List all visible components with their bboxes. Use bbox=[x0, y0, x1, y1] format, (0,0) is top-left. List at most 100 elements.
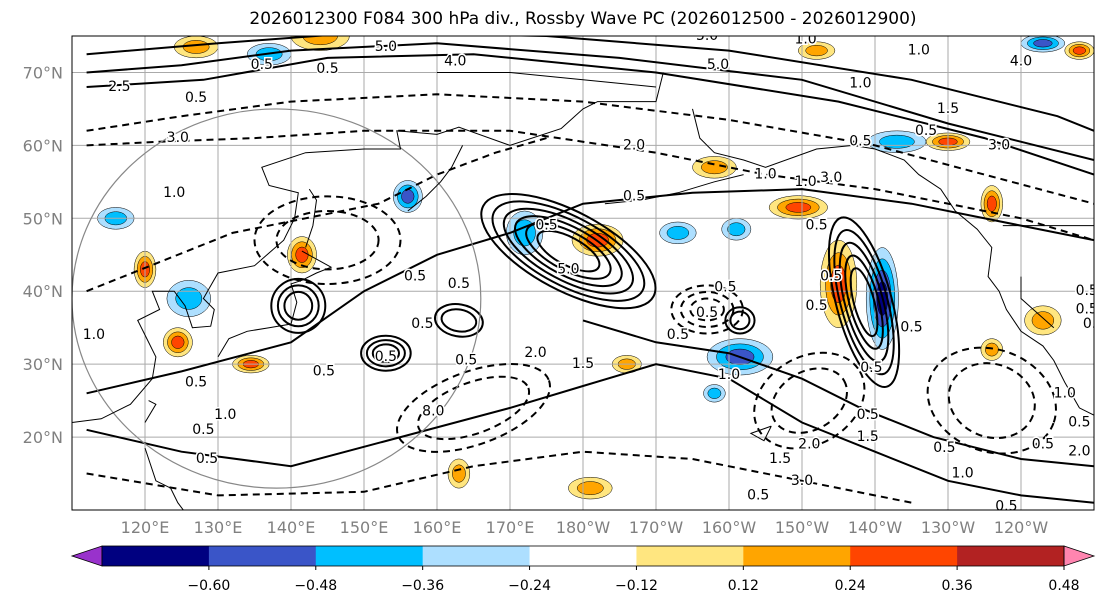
contour-label: 1.5 bbox=[937, 101, 959, 117]
positive-contour bbox=[513, 215, 623, 288]
contour-label: 0.5 bbox=[192, 422, 214, 438]
colorbar-segment bbox=[957, 546, 1065, 566]
contour-label: 0.5 bbox=[251, 57, 273, 73]
positive-contour bbox=[86, 53, 1094, 176]
coastline bbox=[749, 425, 772, 442]
contour-label: 2.0 bbox=[623, 137, 645, 153]
lon-tick-label: 170°E bbox=[486, 518, 535, 537]
shaded-patch bbox=[163, 327, 193, 358]
colorbar-segment bbox=[315, 546, 424, 566]
shaded-patch bbox=[287, 236, 317, 274]
contour-label: 2.0 bbox=[524, 345, 546, 361]
contour-label: 0.5 bbox=[411, 316, 433, 332]
contour-label: 1.0 bbox=[1054, 385, 1076, 401]
colorbar-segment bbox=[636, 546, 744, 566]
shaded-patch bbox=[659, 221, 697, 245]
colorbar-tick-label: 0.12 bbox=[728, 578, 759, 594]
contour-label: 1.0 bbox=[951, 466, 973, 482]
contour-label: 0.5 bbox=[805, 218, 827, 234]
shaded-patch bbox=[980, 185, 1003, 223]
contour-label: 5.0 bbox=[696, 28, 718, 44]
shaded-level bbox=[1033, 39, 1053, 48]
positive-contour bbox=[536, 229, 601, 273]
shaded-level bbox=[576, 481, 604, 495]
shaded-level bbox=[452, 464, 466, 483]
lon-tick-label: 180°W bbox=[556, 518, 611, 537]
positive-contour bbox=[371, 343, 400, 364]
positive-contour bbox=[502, 207, 634, 295]
positive-contour bbox=[838, 241, 890, 363]
contour-label: 1.0 bbox=[754, 167, 776, 183]
map-area: 3.01.05.04.00.5 0.50.52.51.00.50.50.51.00… bbox=[71, 28, 1098, 514]
negative-contour bbox=[275, 209, 380, 271]
positive-contour bbox=[729, 310, 751, 331]
negative-contour bbox=[770, 367, 848, 434]
contour-label: 5.0 bbox=[557, 261, 579, 277]
colorbar-tick-label: 0.24 bbox=[835, 578, 866, 594]
positive-contour bbox=[365, 339, 406, 368]
positive-contour bbox=[724, 306, 756, 335]
contour-label: 0.5 bbox=[316, 61, 338, 77]
contour-label: 0.5 bbox=[185, 374, 207, 390]
lon-tick-label: 170°W bbox=[629, 518, 684, 537]
shaded-patch bbox=[1024, 305, 1062, 336]
longitude-tick-labels: 120°E 130°E 140°E 150°E 160°E 170°E 180°W 170°W… bbox=[121, 518, 1049, 537]
positive-contour bbox=[86, 36, 1094, 132]
negative-contour bbox=[396, 362, 551, 453]
shaded-patch bbox=[1064, 41, 1094, 60]
contour-label: 1.0 bbox=[163, 185, 185, 201]
shaded-level bbox=[401, 189, 415, 204]
shaded-level bbox=[879, 134, 915, 149]
positive-contour bbox=[86, 363, 1094, 504]
lon-tick-label: 130°W bbox=[921, 518, 976, 537]
shaded-level bbox=[785, 202, 812, 213]
latitude-tick-labels: 70°N 60°N 50°N 40°N 30°N 20°N bbox=[23, 63, 63, 447]
coastline bbox=[217, 250, 333, 358]
lon-tick-label: 150°E bbox=[340, 518, 389, 537]
shaded-patch bbox=[703, 384, 726, 403]
packet-boundary-circle bbox=[72, 108, 482, 489]
map-frame bbox=[71, 35, 1095, 511]
lon-tick-label: 150°W bbox=[775, 518, 830, 537]
contour-label: 1.0 bbox=[718, 367, 740, 383]
lon-tick-label: 130°E bbox=[194, 518, 243, 537]
contour-label: 0.5 bbox=[1076, 302, 1098, 318]
contour-label: 2.0 bbox=[798, 436, 820, 452]
lat-tick-label: 40°N bbox=[23, 282, 63, 301]
positive-contour bbox=[849, 267, 879, 338]
lat-tick-label: 70°N bbox=[23, 63, 63, 82]
colorbar-frame bbox=[101, 545, 1065, 567]
lat-tick-label: 60°N bbox=[23, 136, 63, 155]
coastline bbox=[692, 108, 1094, 416]
negative-contour bbox=[947, 362, 1036, 440]
positive-contour bbox=[491, 200, 646, 302]
graticule bbox=[72, 36, 1094, 510]
contour-label: 5.0 bbox=[375, 39, 397, 55]
coastline bbox=[144, 400, 157, 423]
coastline bbox=[72, 72, 664, 423]
contour-label: 3.0 bbox=[791, 473, 813, 489]
contour-label: 0.5 bbox=[995, 498, 1017, 514]
contour-label: 0.5 bbox=[196, 451, 218, 467]
shaded-patch bbox=[447, 458, 471, 489]
negative-contour bbox=[926, 346, 1057, 455]
contour-label: 0.5 bbox=[900, 320, 922, 336]
coastline bbox=[144, 447, 184, 510]
coastline bbox=[1020, 276, 1055, 329]
colorbar-tick-label: −0.24 bbox=[508, 578, 551, 594]
contour-labels-layer: 3.01.05.04.00.5 0.50.52.51.00.50.50.51.00… bbox=[81, 28, 1098, 514]
negative-contour bbox=[86, 137, 547, 293]
colorbar-tick-label: −0.12 bbox=[615, 578, 658, 594]
colorbar-extend-high bbox=[1063, 545, 1096, 567]
coastlines bbox=[72, 72, 1094, 510]
contour-label: 0.5 bbox=[623, 188, 645, 204]
shaded-patch bbox=[568, 476, 613, 500]
shaded-patch bbox=[692, 156, 737, 179]
positive-contour bbox=[360, 334, 412, 372]
colorbar bbox=[70, 545, 1096, 567]
contour-label: 1.0 bbox=[849, 75, 871, 91]
colorbar-segment bbox=[208, 546, 317, 566]
positive-contour bbox=[270, 277, 327, 334]
contour-label: 0.5 bbox=[714, 280, 736, 296]
